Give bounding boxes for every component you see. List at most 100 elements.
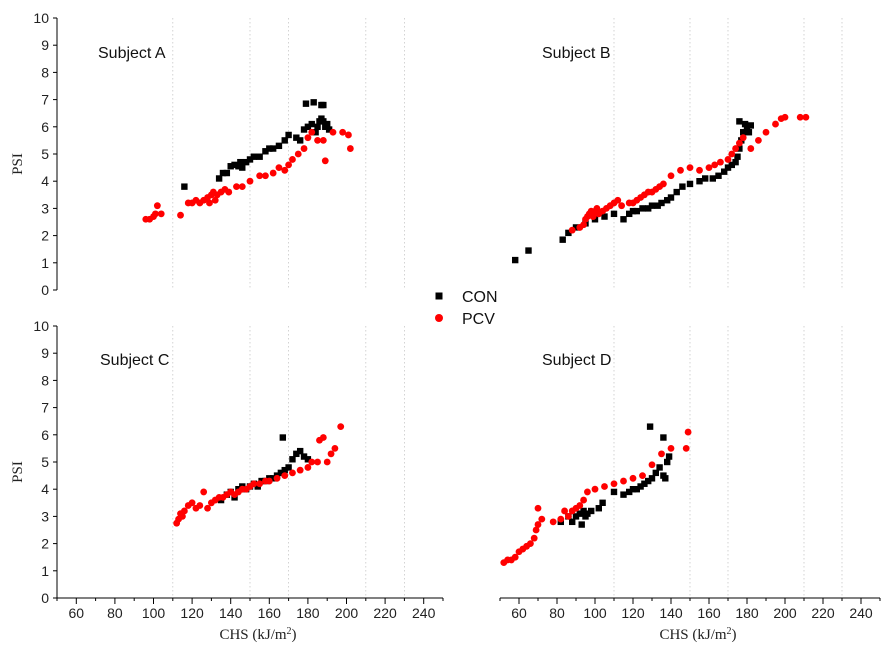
- point-pcv: [269, 169, 277, 177]
- point-pcv: [304, 134, 312, 142]
- point-pcv: [256, 480, 264, 488]
- point-pcv: [802, 113, 810, 121]
- x-axis-label: CHS (kJ/m2): [659, 626, 736, 644]
- point-con: [231, 161, 238, 169]
- point-con: [296, 137, 304, 144]
- point-con: [314, 123, 321, 130]
- y-tick-label: 0: [41, 282, 49, 298]
- point-pcv: [331, 445, 339, 452]
- point-pcv: [179, 513, 186, 520]
- point-con: [620, 491, 627, 498]
- y-tick-label: 6: [41, 427, 49, 443]
- point-pcv: [177, 211, 184, 219]
- point-pcv: [601, 483, 608, 490]
- point-pcv: [589, 213, 597, 220]
- point-con: [312, 129, 319, 136]
- x-tick-label: 120: [180, 605, 204, 621]
- y-tick-label: 3: [41, 200, 49, 216]
- point-pcv: [285, 161, 292, 169]
- point-pcv: [337, 423, 345, 431]
- point-con: [732, 158, 739, 166]
- point-con: [576, 510, 583, 517]
- point-con: [652, 469, 659, 477]
- point-pcv: [289, 469, 296, 477]
- panel-title: Subject D: [542, 352, 611, 369]
- point-con: [239, 164, 246, 171]
- point-pcv: [677, 166, 684, 174]
- point-con: [736, 145, 743, 152]
- point-pcv: [262, 172, 269, 180]
- point-con: [667, 194, 675, 201]
- point-con: [641, 480, 648, 487]
- point-con: [304, 123, 312, 130]
- x-tick-label: 240: [412, 605, 436, 621]
- point-pcv: [323, 458, 331, 466]
- x-tick-label: 160: [697, 605, 721, 621]
- point-con: [242, 158, 250, 166]
- point-pcv: [308, 458, 316, 466]
- point-con: [285, 464, 292, 471]
- point-pcv: [300, 145, 308, 152]
- point-con: [512, 256, 519, 264]
- point-con: [747, 122, 754, 129]
- legend-marker-con: [435, 292, 443, 300]
- point-pcv: [308, 128, 316, 136]
- point-pcv: [281, 472, 289, 479]
- point-con: [569, 518, 576, 526]
- point-con: [580, 507, 587, 515]
- point-con: [709, 175, 716, 182]
- point-pcv: [591, 485, 599, 493]
- series-pcv: [142, 128, 354, 223]
- point-pcv: [739, 134, 747, 142]
- x-tick-label: 180: [296, 605, 320, 621]
- x-tick-label: 140: [219, 605, 243, 621]
- point-pcv: [736, 139, 743, 147]
- series-con: [512, 118, 754, 264]
- point-con: [578, 521, 585, 528]
- point-con: [648, 202, 656, 209]
- point-pcv: [294, 150, 302, 158]
- y-tick-label: 10: [33, 318, 49, 334]
- y-tick-label: 3: [41, 508, 49, 524]
- point-pcv: [732, 145, 739, 152]
- point-pcv: [639, 472, 646, 479]
- point-con: [679, 183, 686, 190]
- x-tick-label: 200: [335, 605, 359, 621]
- point-con: [266, 145, 273, 152]
- point-pcv: [527, 540, 534, 547]
- point-con: [648, 475, 656, 482]
- point-pcv: [557, 515, 565, 523]
- point-con: [269, 475, 277, 482]
- y-axis-label: PSI: [10, 461, 26, 483]
- point-pcv: [534, 504, 542, 512]
- point-pcv: [314, 458, 321, 466]
- point-con: [639, 205, 646, 212]
- y-tick-label: 7: [41, 92, 49, 108]
- point-con: [626, 210, 633, 218]
- point-con: [633, 207, 640, 215]
- point-pcv: [682, 445, 690, 452]
- y-axis-label: PSI: [10, 153, 26, 175]
- legend-label-pcv: PCV: [462, 311, 495, 328]
- point-con: [715, 172, 722, 179]
- point-con: [293, 134, 300, 141]
- point-pcv: [233, 183, 240, 191]
- point-pcv: [696, 166, 703, 174]
- point-con: [279, 434, 287, 441]
- point-pcv: [565, 513, 572, 520]
- point-con: [285, 131, 292, 139]
- point-con: [610, 210, 618, 218]
- point-con: [237, 158, 244, 166]
- point-pcv: [648, 461, 656, 469]
- point-con: [281, 137, 288, 144]
- point-con: [724, 164, 732, 171]
- point-pcv: [610, 480, 618, 488]
- point-pcv: [530, 534, 538, 542]
- point-con: [660, 434, 667, 441]
- series-pcv: [173, 423, 345, 527]
- point-con: [743, 123, 751, 130]
- point-pcv: [660, 180, 667, 188]
- point-pcv: [225, 188, 233, 196]
- point-pcv: [618, 202, 625, 210]
